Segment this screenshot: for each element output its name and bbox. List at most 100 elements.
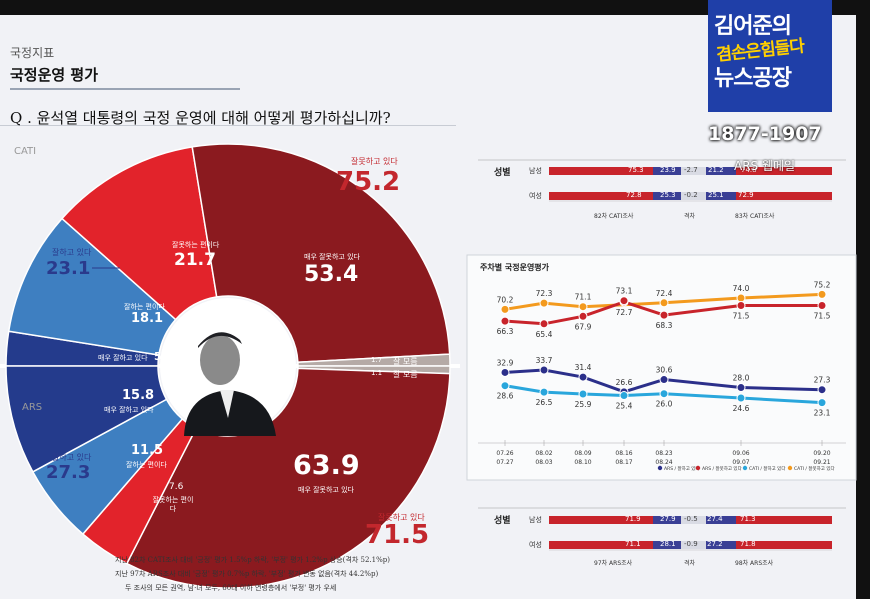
ars-f-prev-good: 28.1	[660, 540, 676, 548]
cati-f-gap: -0.2	[684, 191, 698, 199]
point-label-2-4: 30.6	[656, 366, 673, 375]
ars-bar-cur-bad-0	[736, 516, 832, 524]
point-0-0	[500, 304, 510, 314]
cati-f-cur-bad: 72.9	[738, 191, 754, 199]
point-0-2	[578, 302, 588, 312]
cati-arc-2	[7, 217, 177, 356]
legend-dot-1	[695, 465, 701, 471]
x-tick-1-0: 08.02	[535, 450, 552, 457]
point-3-5	[736, 393, 746, 403]
extra-point-label: 73.1	[616, 287, 633, 296]
ars-bar-cur-good-0	[706, 516, 736, 524]
ars-foot-gap: 격차	[684, 560, 696, 567]
cati-seg-strong-bad-value: 53.4	[304, 262, 359, 287]
legend-dot-3	[742, 465, 748, 471]
point-label-2-1: 33.7	[536, 356, 553, 365]
point-3-1	[539, 387, 549, 397]
point-label-3-0: 28.6	[497, 392, 514, 401]
category-label: 국정지표	[10, 46, 55, 60]
point-label-3-3: 25.4	[616, 402, 633, 411]
point-2-5	[736, 383, 746, 393]
ars-seg-good-label: 잘하는 편이다	[126, 461, 167, 469]
point-3-2	[578, 389, 588, 399]
point-label-3-6: 23.1	[814, 409, 831, 418]
cati-bad-total: 75.2	[336, 167, 401, 197]
point-label-0-2: 71.1	[575, 293, 592, 302]
point-3-4	[659, 389, 669, 399]
logo-line3: 뉴스공장	[714, 66, 792, 91]
cati-arc-0	[191, 143, 451, 364]
x-tick-5-0: 09.06	[732, 450, 749, 457]
cati-bar-cur-bad-1	[736, 192, 832, 200]
point-label-1-3: 72.7	[616, 308, 633, 317]
ars-m-prev-bad: 71.9	[625, 515, 641, 523]
extra-point	[619, 296, 629, 306]
ars-bar-prev-bad-1	[549, 541, 625, 549]
point-2-0	[500, 367, 510, 377]
title-underline	[10, 88, 240, 90]
x-tick-4-1: 08.24	[655, 459, 672, 466]
cati-m-cur-bad: 74.8	[741, 166, 757, 174]
point-label-3-5: 24.6	[733, 404, 750, 413]
ars-bar-prev-good-1	[653, 541, 681, 549]
cati-arc-1	[60, 146, 218, 321]
point-label-2-5: 28.0	[733, 374, 750, 383]
cati-foot-gap: 격차	[684, 213, 696, 220]
cati-gender-male: 남성	[529, 167, 542, 175]
legend-label-3: CATI / 잘하고 있다	[749, 465, 786, 472]
ars-seg-strong-good-value: 15.8	[122, 388, 155, 403]
cati-seg-strong-good-label: 매우 잘하고 있다	[98, 354, 148, 362]
cati-seg-bad-label: 잘못하는 편이다	[172, 241, 220, 249]
ars-bar-prev-bad-0	[549, 516, 625, 524]
cati-bar-gap-1	[681, 192, 706, 200]
cati-gender-female: 여성	[529, 192, 542, 200]
point-2-4	[659, 375, 669, 385]
page-title: 국정운영 평가	[10, 66, 99, 84]
ars-foot-cur: 98차 ARS조사	[735, 560, 774, 567]
cati-dontknow-label: 잘 모름	[393, 357, 418, 366]
ars-m-prev-good: 27.9	[660, 515, 676, 523]
x-tick-2-0: 08.09	[574, 450, 591, 457]
ars-arc-0	[5, 365, 168, 473]
cati-bar-cur-bad-0	[736, 167, 832, 175]
point-2-6	[817, 385, 827, 395]
phone-number: 1877-1907	[708, 123, 822, 145]
ars-good-total: 27.3	[46, 462, 91, 483]
x-tick-0-0: 07.26	[496, 450, 513, 457]
point-2-1	[539, 365, 549, 375]
ars-m-cur-bad: 71.3	[740, 515, 756, 523]
cati-bar-prev-good-0	[653, 167, 681, 175]
ars-seg-bad-value: 7.6	[169, 482, 184, 492]
point-1-6	[817, 301, 827, 310]
ars-bar-cur-bad-1	[736, 541, 832, 549]
point-1-5	[736, 301, 746, 310]
cati-foot-cur: 83차 CATI조사	[735, 213, 775, 220]
ars-f-cur-good: 27.2	[707, 540, 723, 548]
line-chart-title: 주차별 국정운영평가	[480, 263, 550, 272]
cati-seg-good-label: 잘하는 편이다	[124, 303, 165, 311]
channel-logo: 김어준의 겸손은힘들다 뉴스공장	[708, 0, 832, 112]
cati-bar-prev-good-1	[653, 192, 681, 200]
question-underline	[0, 125, 456, 126]
cati-good-total: 23.1	[46, 258, 91, 279]
point-3-3	[619, 391, 629, 401]
cati-f-prev-bad: 72.8	[626, 191, 642, 199]
footnote-2: 지난 97차 ARS조사 대비 '긍정' 평가 0.7%p 하락, '부정' 평…	[115, 570, 379, 578]
point-label-1-6: 71.5	[814, 312, 831, 321]
x-tick-6-1: 09.21	[813, 459, 830, 466]
ars-bar-cur-good-1	[706, 541, 736, 549]
ars-seg-strong-bad-value: 63.9	[293, 450, 360, 481]
legend-dot-2	[657, 465, 663, 471]
x-tick-3-0: 08.16	[615, 450, 632, 457]
point-label-1-2: 67.9	[575, 322, 592, 331]
x-tick-6-0: 09.20	[813, 450, 830, 457]
cati-bar-cur-good-1	[706, 192, 736, 200]
cati-seg-good-value: 18.1	[131, 311, 164, 326]
ars-seg-good-value: 11.5	[131, 443, 164, 458]
ars-bar-gap-0	[681, 516, 706, 524]
point-label-2-0: 32.9	[497, 358, 514, 367]
cati-tag: CATI	[14, 146, 37, 157]
point-0-6	[817, 289, 827, 299]
